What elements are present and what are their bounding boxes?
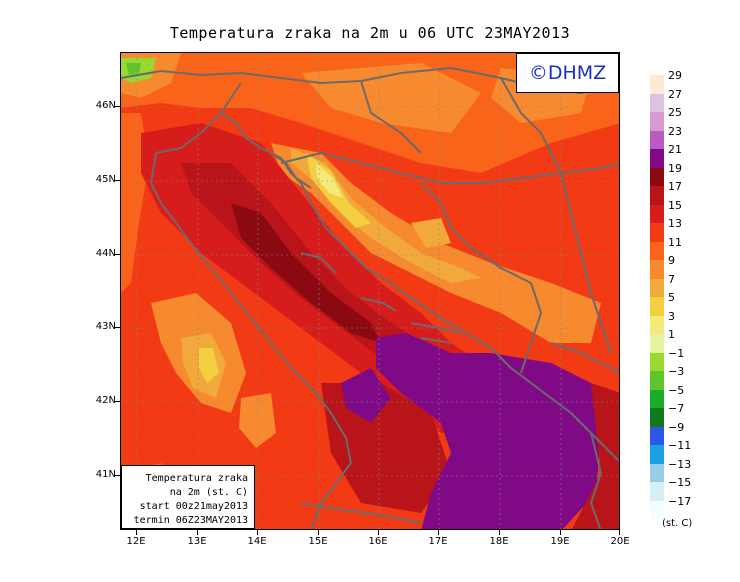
legend-level-label: 11: [668, 235, 682, 249]
temperature-map: [120, 52, 620, 530]
temperature-field: [121, 53, 619, 529]
lon-label: 19E: [550, 536, 570, 547]
lon-tick: [438, 530, 439, 535]
lat-tick: [115, 180, 120, 181]
legend-level-label: 27: [668, 87, 682, 101]
lon-tick: [560, 530, 561, 535]
legend-swatch: [650, 167, 664, 186]
legend-level-label: 21: [668, 143, 682, 156]
lon-label: 12E: [126, 536, 146, 547]
info-line-1: Temperatura zraka: [145, 473, 248, 484]
legend-swatch: [650, 278, 664, 297]
lon-label: 16E: [368, 536, 388, 547]
info-line-3: start 00z21may2013: [139, 501, 248, 512]
lat-tick: [115, 254, 120, 255]
legend-level-label: 3: [668, 309, 675, 323]
lon-label: 14E: [247, 536, 267, 547]
legend-unit: (st. C): [662, 518, 693, 529]
lon-tick: [378, 530, 379, 535]
lat-tick: [115, 106, 120, 107]
map-title: Temperatura zraka na 2m u 06 UTC 23MAY20…: [169, 24, 571, 42]
legend-level-label: −3: [668, 365, 685, 378]
lon-tick: [136, 530, 137, 535]
lon-label: 17E: [428, 536, 448, 547]
lat-label: 42N: [95, 395, 116, 406]
lat-label: 41N: [95, 469, 116, 480]
legend-swatch: [650, 130, 664, 149]
legend-swatch: [650, 352, 664, 371]
legend-level-label: 19: [668, 161, 682, 175]
legend-swatch: [650, 204, 664, 223]
info-box: Temperatura zraka na 2m (st. C) start 00…: [121, 465, 255, 529]
legend-swatch: [650, 112, 664, 131]
lon-tick: [197, 530, 198, 535]
legend-level-label: 7: [668, 272, 675, 286]
legend-level-label: −13: [668, 457, 692, 471]
lat-label: 43N: [95, 321, 116, 332]
lat-label: 45N: [95, 174, 116, 185]
legend-swatch: [650, 149, 664, 168]
legend-swatch: [650, 426, 664, 445]
lat-tick: [115, 401, 120, 402]
info-line-4: termin 06Z23MAY2013: [133, 515, 248, 526]
legend-swatch: [650, 260, 664, 279]
legend-level-label: 17: [668, 180, 682, 193]
lon-label: 20E: [610, 536, 630, 547]
lon-tick: [257, 530, 258, 535]
lon-tick: [499, 530, 500, 535]
legend-swatch: [650, 371, 664, 390]
legend-level-label: 15: [668, 198, 682, 212]
lon-tick: [318, 530, 319, 535]
copyright-label: ©DHMZ: [516, 53, 619, 93]
legend-level-label: 23: [668, 124, 682, 138]
legend-level-label: 29: [668, 69, 682, 82]
legend-swatch: [650, 93, 664, 112]
legend-level-label: 13: [668, 217, 682, 230]
lon-tick: [619, 530, 620, 535]
legend-swatch: [650, 297, 664, 316]
lat-tick: [115, 327, 120, 328]
legend-swatch: [650, 334, 664, 353]
lat-tick: [115, 475, 120, 476]
legend-level-label: −11: [668, 439, 692, 452]
legend-swatch: [650, 482, 664, 501]
lon-label: 13E: [187, 536, 207, 547]
legend-swatch: [650, 445, 664, 464]
lon-label: 18E: [489, 536, 509, 547]
legend-swatch: [650, 241, 664, 260]
legend-swatch: [650, 408, 664, 427]
lat-label: 44N: [95, 248, 116, 259]
legend-level-label: −7: [668, 402, 685, 415]
legend-level-label: −15: [668, 476, 692, 489]
legend-level-label: 1: [668, 328, 675, 341]
info-line-2: na 2m (st. C): [169, 487, 248, 498]
legend-level-label: −1: [668, 346, 685, 360]
legend-swatch: [650, 463, 664, 482]
legend-swatch: [650, 186, 664, 205]
lat-label: 46N: [95, 100, 116, 111]
legend-swatch: [650, 500, 664, 519]
legend-level-label: −9: [668, 420, 685, 434]
legend-swatch: [650, 389, 664, 408]
legend-level-label: 25: [668, 106, 682, 119]
legend-swatch: [650, 75, 664, 94]
legend-swatch: [650, 223, 664, 242]
legend-level-label: −17: [668, 494, 692, 508]
lon-label: 15E: [308, 536, 328, 547]
legend-swatch: [650, 315, 664, 334]
legend-level-label: 9: [668, 254, 675, 267]
legend-level-label: −5: [668, 383, 685, 397]
legend-level-label: 5: [668, 291, 675, 304]
